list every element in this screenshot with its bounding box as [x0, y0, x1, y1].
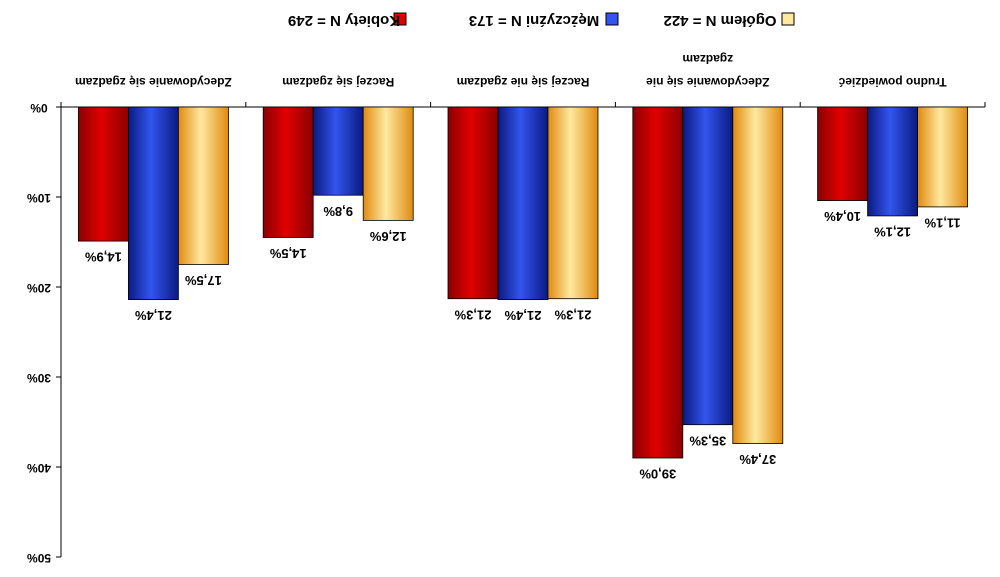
- legend-swatch: [605, 12, 619, 26]
- legend: Kobiety N = 249 Mężczyźni N = 173 Ogółem N…: [288, 12, 795, 29]
- data-label: 12,1%: [874, 224, 911, 239]
- y-tick-label: 30%: [27, 371, 51, 385]
- bar-mezczyzni: [497, 106, 549, 301]
- data-label: 14,9%: [85, 250, 122, 265]
- bar-ogolem: [547, 106, 599, 300]
- data-label: 35,3%: [689, 433, 726, 448]
- category-label: Raczej się nie zgadzam: [457, 75, 590, 89]
- bar-mezczyzni: [127, 106, 179, 301]
- category-label: Zdecydowanie się nie: [646, 75, 770, 89]
- plot-area: 0% 10% 20% 30% 40% 50% Zdecydowanie się zgadza…: [27, 52, 986, 565]
- y-tick-label: 0%: [30, 101, 48, 115]
- data-label: 14,5%: [269, 246, 306, 261]
- data-label: 11,1%: [924, 215, 961, 230]
- bar-kobiety: [447, 106, 499, 300]
- data-label: 21,4%: [135, 308, 172, 323]
- category-label: zgadzam: [682, 52, 733, 66]
- legend-swatch: [393, 12, 407, 26]
- category-label: Raczej się zgadzam: [282, 75, 394, 89]
- bar-kobiety: [78, 106, 129, 242]
- data-label: 21,4%: [504, 308, 541, 323]
- data-label: 9,8%: [323, 204, 353, 219]
- y-tick-label: 40%: [27, 461, 51, 475]
- data-label: 21,3%: [554, 307, 591, 322]
- category-label: Zdecydowanie się zgadzam: [75, 75, 232, 89]
- legend-label: Ogółem N = 422: [664, 12, 777, 29]
- bar-kobiety: [262, 106, 314, 238]
- category-label: Trudno powiedzieć: [838, 75, 946, 89]
- bar-ogolem: [177, 106, 229, 265]
- data-label: 12,6%: [369, 229, 406, 244]
- bar-mezczyzni: [682, 106, 734, 426]
- bar-mezczyzni: [312, 106, 364, 196]
- bar-ogolem: [917, 106, 968, 208]
- bar-ogolem: [732, 106, 784, 445]
- y-tick-label: 10%: [27, 191, 51, 205]
- y-tick-label: 50%: [27, 551, 51, 565]
- legend-swatch: [781, 12, 795, 26]
- legend-label: Kobiety N = 249: [288, 12, 400, 29]
- data-label: 39,0%: [639, 467, 676, 482]
- bar-mezczyzni: [867, 106, 918, 217]
- y-tick-label: 20%: [27, 281, 51, 295]
- data-label: 10,4%: [824, 209, 861, 224]
- legend-label: Mężczyźni N = 173: [469, 12, 599, 29]
- bar-ogolem: [362, 106, 414, 221]
- data-label: 17,5%: [185, 273, 222, 288]
- data-label: 21,3%: [454, 307, 491, 322]
- bar-kobiety: [817, 106, 868, 201]
- bar-kobiety: [632, 106, 684, 459]
- data-label: 37,4%: [739, 452, 776, 467]
